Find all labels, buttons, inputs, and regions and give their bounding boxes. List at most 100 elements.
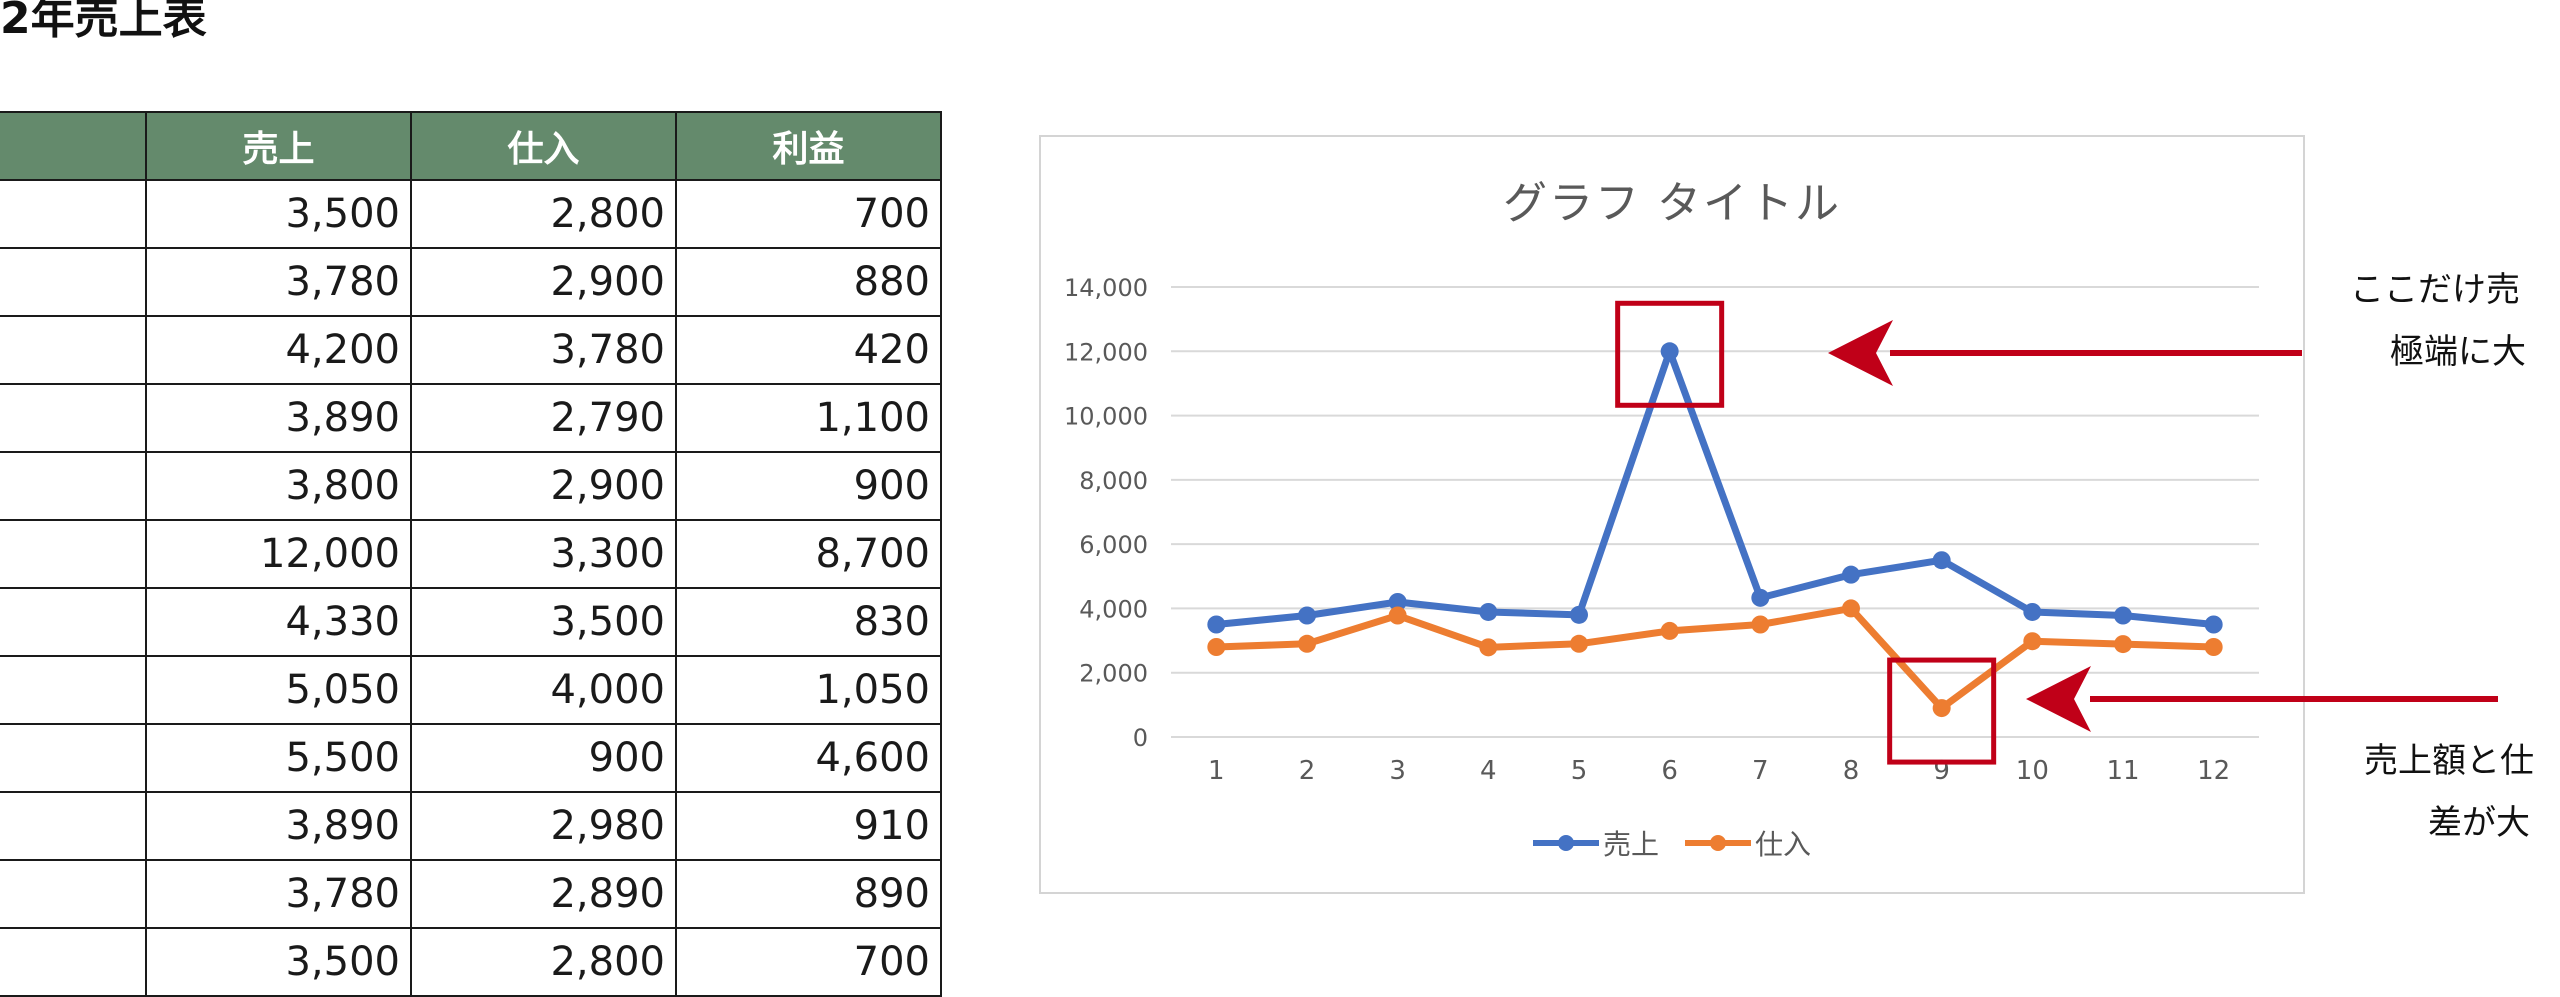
- chart-plot: 0 2,000 4,000 6,000 8,000 10,000 12,000 14,000 1…: [1064, 274, 2259, 786]
- data-point: [1751, 615, 1770, 634]
- bottom-note-line1: 売上額と仕: [2364, 741, 2534, 781]
- x-tick-label: 1: [1208, 756, 1225, 786]
- legend-label-purchase: 仕入: [1755, 828, 1812, 861]
- cell-purchase[interactable]: 2,980: [410, 791, 677, 861]
- data-point: [1570, 605, 1588, 624]
- highlight-box-1: [1887, 657, 1997, 765]
- data-point: [1388, 606, 1407, 625]
- cell-sales[interactable]: 3,800: [145, 451, 412, 521]
- cell-profit[interactable]: 420: [675, 315, 942, 385]
- top-note-line2: 極端に大: [2390, 332, 2526, 372]
- page-title: 2年売上表: [0, 0, 207, 44]
- cell-profit[interactable]: 4,600: [675, 723, 942, 793]
- cell-purchase[interactable]: 2,790: [410, 383, 677, 453]
- data-point: [1479, 602, 1498, 621]
- cell-month[interactable]: [0, 927, 147, 997]
- data-point: [1751, 588, 1770, 607]
- top-note-line1: ここだけ売: [2350, 270, 2520, 310]
- cell-month[interactable]: [0, 859, 147, 929]
- table-row: 5,050 4,000 1,050: [0, 655, 942, 725]
- cell-sales[interactable]: 3,780: [145, 859, 412, 929]
- table-row: 12,000 3,300 8,700: [0, 519, 942, 589]
- header-sales: 売上: [145, 111, 412, 181]
- cell-profit[interactable]: 8,700: [675, 519, 942, 589]
- cell-month[interactable]: [0, 791, 147, 861]
- cell-sales[interactable]: 4,330: [145, 587, 412, 657]
- cell-month[interactable]: [0, 451, 147, 521]
- header-profit: 利益: [675, 111, 942, 181]
- cell-purchase[interactable]: 900: [410, 723, 677, 793]
- data-point: [1298, 606, 1316, 625]
- table-row: 3,780 2,890 890: [0, 859, 942, 929]
- x-tick-label: 6: [1661, 756, 1678, 786]
- cell-purchase[interactable]: 3,500: [410, 587, 677, 657]
- legend-marker-purchase: [1685, 835, 1751, 851]
- cell-sales[interactable]: 3,890: [145, 791, 412, 861]
- x-tick-label: 4: [1480, 756, 1497, 786]
- cell-profit[interactable]: 910: [675, 791, 942, 861]
- bottom-note-line2: 差が大: [2428, 803, 2530, 843]
- cell-month[interactable]: [0, 655, 147, 725]
- cell-sales[interactable]: 3,500: [145, 927, 412, 997]
- data-point: [1207, 615, 1226, 634]
- cell-month[interactable]: [0, 179, 147, 249]
- y-tick-label: 0: [1133, 724, 1148, 752]
- y-tick-label: 6,000: [1079, 531, 1148, 559]
- cell-sales[interactable]: 12,000: [145, 519, 412, 589]
- cell-profit[interactable]: 830: [675, 587, 942, 657]
- chart-legend[interactable]: 売上 仕入: [1041, 823, 2303, 863]
- cell-sales[interactable]: 3,890: [145, 383, 412, 453]
- table-header-row: 売上 仕入 利益: [0, 111, 942, 181]
- cell-sales[interactable]: 5,500: [145, 723, 412, 793]
- highlight-box-0: [1615, 300, 1725, 408]
- table-row: 4,200 3,780 420: [0, 315, 942, 385]
- cell-sales[interactable]: 3,780: [145, 247, 412, 317]
- cell-profit[interactable]: 890: [675, 859, 942, 929]
- x-tick-label: 5: [1571, 756, 1588, 786]
- cell-purchase[interactable]: 4,000: [410, 655, 677, 725]
- cell-month[interactable]: [0, 587, 147, 657]
- x-tick-label: 8: [1843, 756, 1860, 786]
- data-point: [1298, 634, 1316, 653]
- cell-sales[interactable]: 4,200: [145, 315, 412, 385]
- cell-purchase[interactable]: 3,780: [410, 315, 677, 385]
- series-line-1: [1212, 604, 2218, 712]
- cell-month[interactable]: [0, 247, 147, 317]
- data-point: [2204, 638, 2223, 656]
- cell-profit[interactable]: 700: [675, 927, 942, 997]
- data-point: [2204, 615, 2223, 634]
- line-chart[interactable]: 0 2,000 4,000 6,000 8,000 10,000 12,000 14,000 1…: [1039, 135, 2305, 894]
- cell-purchase[interactable]: 3,300: [410, 519, 677, 589]
- cell-purchase[interactable]: 2,900: [410, 247, 677, 317]
- table-row: 3,500 2,800 700: [0, 927, 942, 997]
- cell-profit[interactable]: 700: [675, 179, 942, 249]
- cell-profit[interactable]: 900: [675, 451, 942, 521]
- legend-marker-sales: [1532, 835, 1599, 851]
- data-point: [2114, 635, 2132, 654]
- x-tick-label: 12: [2197, 756, 2230, 786]
- cell-purchase[interactable]: 2,900: [410, 451, 677, 521]
- data-point: [2023, 632, 2042, 651]
- cell-month[interactable]: [0, 315, 147, 385]
- cell-purchase[interactable]: 2,800: [410, 179, 677, 249]
- cell-month[interactable]: [0, 383, 147, 453]
- top-note: ここだけ売 極端に大: [2350, 259, 2526, 383]
- cell-month[interactable]: [0, 723, 147, 793]
- cell-profit[interactable]: 1,050: [675, 655, 942, 725]
- x-tick-label: 11: [2106, 756, 2139, 786]
- series-line-0: [1212, 347, 2218, 628]
- cell-month[interactable]: [0, 519, 147, 589]
- cell-sales[interactable]: 3,500: [145, 179, 412, 249]
- cell-sales[interactable]: 5,050: [145, 655, 412, 725]
- bottom-note: 売上額と仕 差が大: [2364, 730, 2534, 854]
- cell-purchase[interactable]: 2,800: [410, 927, 677, 997]
- cell-profit[interactable]: 1,100: [675, 383, 942, 453]
- y-tick-label: 12,000: [1064, 338, 1148, 366]
- y-tick-label: 10,000: [1064, 403, 1148, 431]
- cell-profit[interactable]: 880: [675, 247, 942, 317]
- data-point: [1660, 342, 1679, 361]
- data-point: [2023, 602, 2042, 621]
- chart-title[interactable]: グラフ タイトル: [1503, 178, 1841, 229]
- cell-purchase[interactable]: 2,890: [410, 859, 677, 929]
- data-point: [1479, 638, 1498, 657]
